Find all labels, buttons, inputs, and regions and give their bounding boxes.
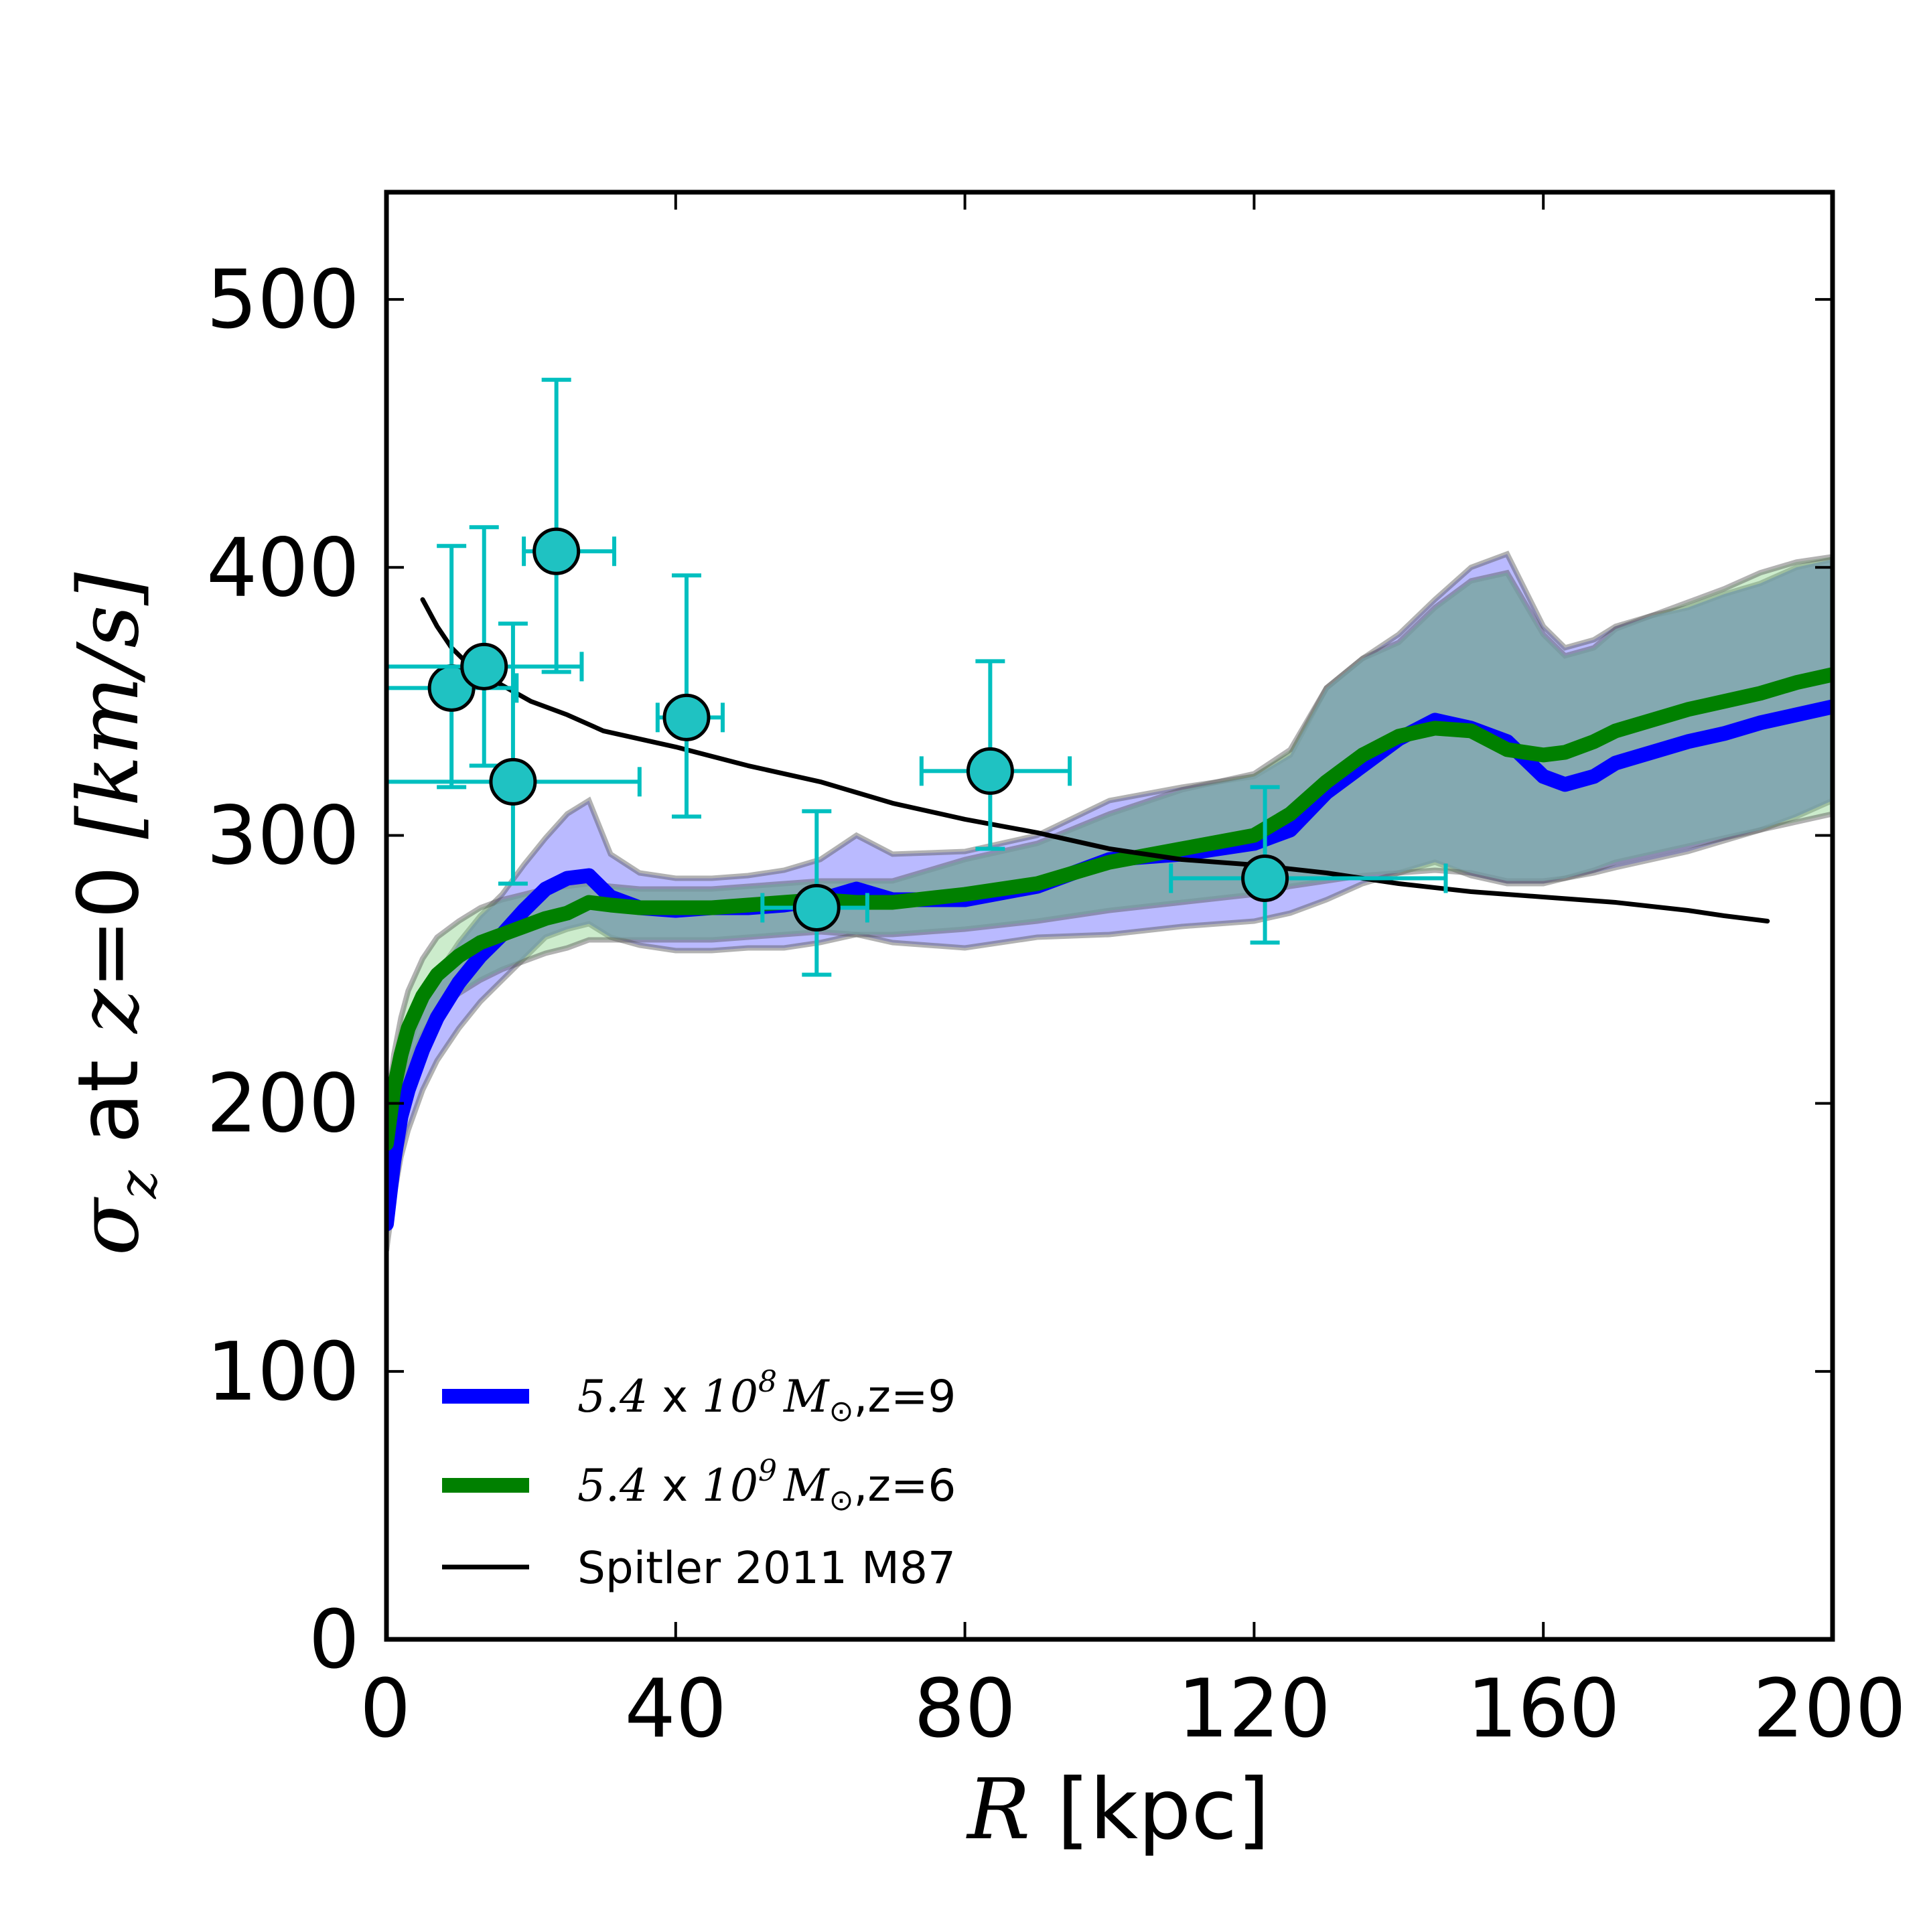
observation-marker	[1241, 854, 1289, 902]
axis-ticks: 0 40 80 120 160 200 0 100 200 300 400 500	[206, 192, 1906, 1756]
legend-label-blue: 5.4 x 108 M⊙,z=9	[577, 1365, 956, 1428]
observation-marker	[489, 757, 537, 806]
plot-frame	[384, 190, 1835, 1642]
legend-label-black: Spitler 2011 M87	[577, 1542, 956, 1594]
series-line-green	[386, 667, 1833, 1151]
band-overlap	[386, 559, 1833, 1189]
observation-marker	[792, 883, 841, 932]
x-tick-label: 160	[1467, 1663, 1620, 1756]
series-lines	[386, 597, 1833, 1232]
observation-point	[919, 659, 1072, 851]
y-axis-eq: =0	[60, 839, 157, 989]
legend-label-green: 5.4 x 109 M⊙,z=6	[577, 1454, 956, 1517]
x-tick-label: 40	[624, 1663, 727, 1756]
observation-point	[1169, 785, 1448, 945]
x-axis-title: R [kpc]	[966, 1761, 1270, 1858]
observation-marker	[532, 527, 581, 575]
y-tick-label: 500	[206, 254, 360, 347]
y-axis-cond: z	[60, 988, 157, 1035]
x-axis-unit: [kpc]	[1030, 1761, 1270, 1858]
observation-marker	[662, 693, 711, 741]
x-tick-label: 120	[1177, 1663, 1331, 1756]
series-line-black	[420, 597, 1770, 923]
plot-frame-border	[384, 190, 1835, 1642]
y-tick-label: 400	[206, 522, 360, 615]
observation-marker	[460, 642, 508, 690]
y-axis-unit: [km/s]	[60, 573, 157, 839]
y-tick-label: 0	[309, 1594, 360, 1687]
observation-marker	[966, 747, 1014, 795]
y-axis-at: at	[60, 1033, 157, 1171]
observation-point	[655, 573, 725, 819]
x-axis-symbol: R	[966, 1761, 1030, 1858]
y-tick-label: 100	[206, 1326, 360, 1419]
observation-point	[760, 809, 869, 977]
y-axis-subscript: z	[106, 1170, 169, 1199]
observation-point	[384, 525, 584, 768]
y-tick-label: 300	[206, 790, 360, 883]
y-axis-title: σz at z=0 [km/s]	[60, 573, 169, 1256]
x-tick-label: 200	[1753, 1663, 1906, 1756]
observation-point	[522, 378, 617, 674]
observation-points	[384, 378, 1448, 977]
y-axis-symbol: σ	[60, 1196, 157, 1256]
legend: 5.4 x 108 M⊙,z=9 5.4 x 109 M⊙,z=6 Spitler …	[442, 1365, 956, 1594]
x-tick-label: 0	[360, 1663, 411, 1756]
x-tick-label: 80	[914, 1663, 1016, 1756]
y-tick-label: 200	[206, 1058, 360, 1151]
